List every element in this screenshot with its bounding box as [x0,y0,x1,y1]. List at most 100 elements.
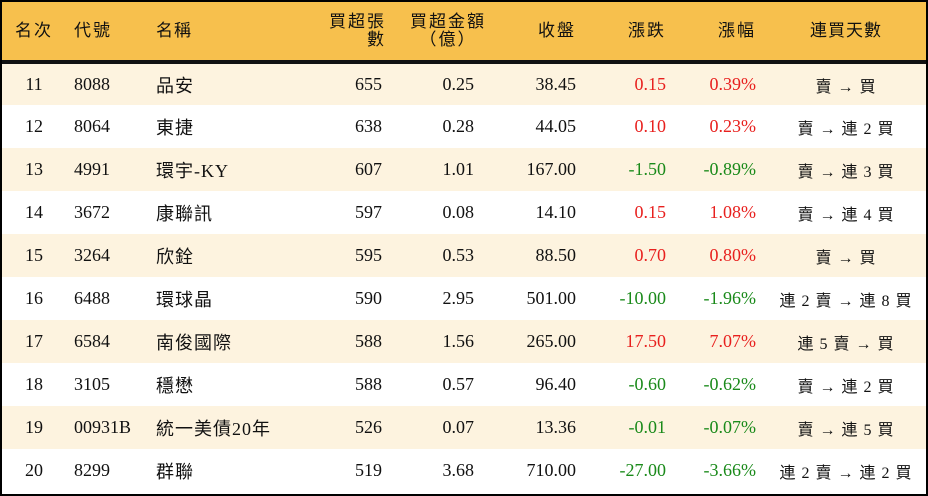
cell-net-buy-amount: 3.68 [442,460,475,480]
cell-rank: 18 [25,374,43,394]
cell-change-pct: 0.80% [709,245,757,265]
cell-close: 265.00 [526,331,577,351]
cell-net-buy-amount: 0.08 [442,202,475,222]
cell-rank: 13 [25,159,43,179]
table-row: 11 8088 品安 655 0.25 38.45 0.15 0.39% 賣 →… [2,62,926,105]
cell-change-pct: -0.07% [703,417,757,437]
cell-rank: 17 [25,331,43,351]
cell-code: 3264 [74,245,110,265]
cell-streak: 賣 → 連 2 買 [797,378,895,396]
cell-change-pct: -1.96% [703,288,757,308]
cell-code: 6584 [74,331,110,351]
cell-net-buy-lots: 595 [355,245,382,265]
cell-net-buy-lots: 655 [355,74,382,94]
table-row: 18 3105 穩懋 588 0.57 96.40 -0.60 -0.62% 賣… [2,363,926,406]
cell-close: 96.40 [535,374,577,394]
cell-net-buy-lots: 519 [355,460,382,480]
table-row: 13 4991 環宇-KY 607 1.01 167.00 -1.50 -0.8… [2,148,926,191]
cell-code: 00931B [74,417,132,437]
cell-streak: 賣 → 連 4 買 [797,206,895,224]
header-rank: 名次 [2,2,66,64]
cell-code: 4991 [74,159,110,179]
table-row: 20 8299 群聯 519 3.68 710.00 -27.00 -3.66%… [2,449,926,492]
table-row: 19 00931B 統一美債20年 526 0.07 13.36 -0.01 -… [2,406,926,449]
cell-name: 穩懋 [156,375,194,396]
cell-close: 14.10 [535,202,577,222]
table-row: 14 3672 康聯訊 597 0.08 14.10 0.15 1.08% 賣 … [2,191,926,234]
cell-close: 38.45 [535,74,577,94]
cell-code: 8088 [74,74,110,94]
cell-name: 環宇-KY [156,160,229,181]
cell-close: 88.50 [535,245,577,265]
cell-name: 欣銓 [156,246,194,267]
cell-streak: 賣 → 買 [815,78,877,96]
cell-net-buy-amount: 0.53 [442,245,475,265]
cell-change: 17.50 [625,331,667,351]
header-code: 代號 [66,2,152,64]
cell-change: 0.15 [634,202,667,222]
cell-close: 167.00 [526,159,577,179]
cell-change-pct: 0.39% [709,74,757,94]
cell-net-buy-lots: 588 [355,374,382,394]
cell-change: 0.15 [634,74,667,94]
cell-change: 0.70 [634,245,667,265]
cell-net-buy-amount: 0.07 [442,417,475,437]
cell-change: 0.10 [634,116,667,136]
cell-net-buy-amount: 2.95 [442,288,475,308]
cell-code: 8064 [74,116,110,136]
cell-net-buy-amount: 0.25 [442,74,475,94]
cell-net-buy-amount: 1.56 [442,331,475,351]
cell-name: 康聯訊 [156,203,213,224]
cell-rank: 11 [25,74,43,94]
table-row: 17 6584 南俊國際 588 1.56 265.00 17.50 7.07%… [2,320,926,363]
header-change: 漲跌 [586,2,676,64]
cell-change-pct: -0.62% [703,374,757,394]
cell-close: 710.00 [526,460,577,480]
cell-change-pct: 0.23% [709,116,757,136]
cell-name: 東捷 [156,117,194,138]
cell-net-buy-lots: 526 [355,417,382,437]
cell-close: 44.05 [535,116,577,136]
header-streak: 連買天數 [766,2,926,64]
header-close: 收盤 [486,2,586,64]
cell-code: 3105 [74,374,110,394]
cell-change-pct: -3.66% [703,460,757,480]
cell-rank: 12 [25,116,43,136]
header-net-buy-lots: 買超張數 [312,2,384,64]
cell-change-pct: -0.89% [703,159,757,179]
cell-streak: 連 2 賣 → 連 8 買 [779,292,913,310]
cell-rank: 14 [25,202,43,222]
cell-name: 統一美債20年 [156,418,271,439]
cell-rank: 15 [25,245,43,265]
cell-rank: 19 [25,417,43,437]
cell-streak: 賣 → 連 2 買 [797,120,895,138]
header-net-buy-amount-line2: （億） [419,30,477,49]
cell-net-buy-lots: 588 [355,331,382,351]
header-name: 名稱 [152,2,312,64]
cell-name: 品安 [156,75,194,96]
cell-rank: 20 [25,460,43,480]
cell-change: -1.50 [628,159,667,179]
header-change-pct: 漲幅 [676,2,766,64]
table-row: 12 8064 東捷 638 0.28 44.05 0.10 0.23% 賣 →… [2,105,926,148]
cell-net-buy-amount: 1.01 [442,159,475,179]
cell-change: -10.00 [619,288,667,308]
cell-code: 3672 [74,202,110,222]
cell-change: -0.60 [628,374,667,394]
cell-rank: 16 [25,288,43,308]
header-net-buy-amount-line1: 買超金額 [410,12,486,31]
cell-change: -0.01 [628,417,667,437]
cell-change-pct: 1.08% [709,202,757,222]
table-row: 16 6488 環球晶 590 2.95 501.00 -10.00 -1.96… [2,277,926,320]
cell-net-buy-amount: 0.57 [442,374,475,394]
cell-streak: 連 2 賣 → 連 2 買 [779,464,913,482]
cell-change: -27.00 [619,460,667,480]
cell-net-buy-lots: 597 [355,202,382,222]
cell-close: 501.00 [526,288,577,308]
cell-code: 8299 [74,460,110,480]
cell-net-buy-lots: 638 [355,116,382,136]
cell-streak: 賣 → 連 5 買 [797,421,895,439]
cell-name: 南俊國際 [156,332,232,353]
